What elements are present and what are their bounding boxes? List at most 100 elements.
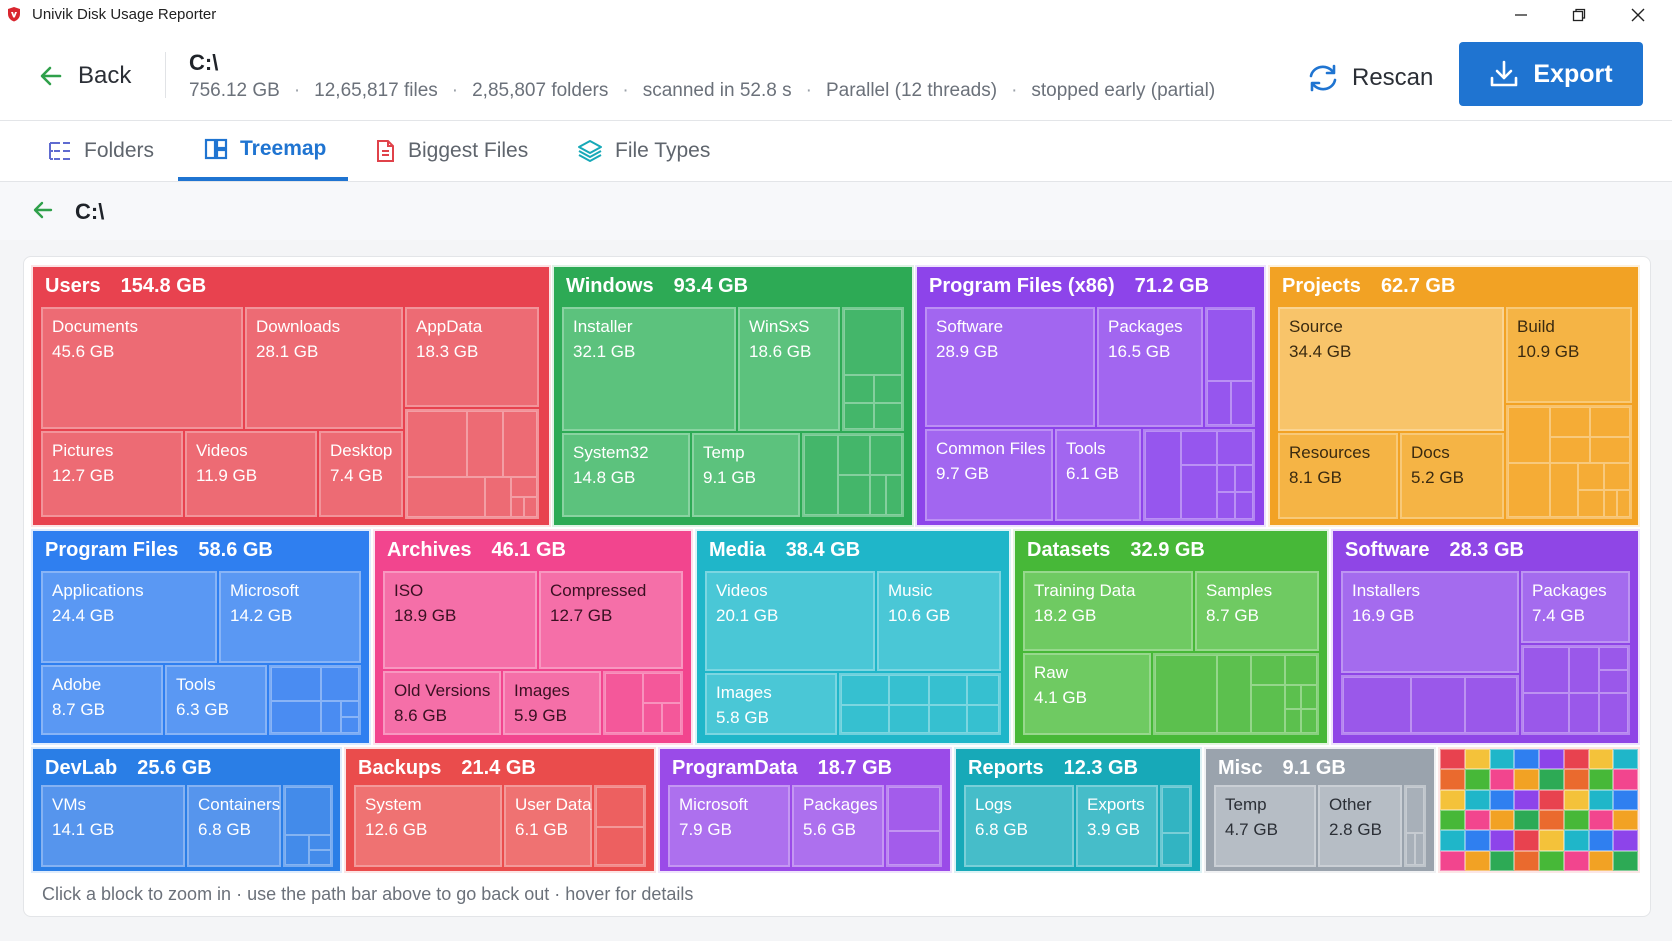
treemap-sub-exports[interactable]: Exports 3.9 GB [1076, 785, 1158, 867]
tab-folders[interactable]: Folders [48, 121, 154, 181]
back-button[interactable]: Back [38, 58, 131, 94]
treemap-sub-other[interactable] [1160, 785, 1192, 867]
treemap-sub-temp[interactable]: Temp 9.1 GB [692, 433, 800, 517]
sub-name: VMs [52, 795, 86, 814]
treemap-sub-other[interactable] [1153, 653, 1319, 735]
rescan-button[interactable]: Rescan [1306, 58, 1433, 98]
sub-size: 18.3 GB [416, 342, 479, 361]
sub-size: 24.4 GB [52, 606, 115, 625]
close-button[interactable] [1615, 0, 1661, 30]
treemap-block-datasets[interactable]: Datasets 32.9 GB Training Data 18.2 GB Sam… [1013, 529, 1329, 745]
treemap-block-projects[interactable]: Projects 62.7 GB Source 34.4 GB Build 10.9 … [1268, 265, 1640, 527]
minimize-button[interactable] [1498, 0, 1544, 30]
treemap-sub-videos[interactable]: Videos 11.9 GB [185, 431, 317, 517]
treemap-sub-music[interactable]: Music 10.6 GB [877, 571, 1001, 671]
treemap-cell [1406, 833, 1415, 865]
treemap-sub-other[interactable] [802, 433, 904, 517]
treemap-sub-system32[interactable]: System32 14.8 GB [562, 433, 690, 517]
arrow-left-icon[interactable] [32, 199, 54, 221]
treemap-block-small-folders[interactable] [1438, 747, 1640, 873]
treemap-sub-raw[interactable]: Raw 4.1 GB [1023, 653, 1151, 735]
restore-button[interactable] [1556, 0, 1602, 30]
treemap-sub-videos[interactable]: Videos 20.1 GB [705, 571, 875, 671]
tab-file-types[interactable]: File Types [577, 121, 710, 181]
treemap-block-windows[interactable]: Windows 93.4 GB Installer 32.1 GB WinSxS 18… [552, 265, 914, 527]
treemap-sub-software[interactable]: Software 28.9 GB [925, 307, 1095, 427]
treemap-sub-applications[interactable]: Applications 24.4 GB [41, 571, 217, 663]
tab-treemap[interactable]: Treemap [178, 121, 348, 181]
treemap-sub-user-data[interactable]: User Data 6.1 GB [504, 785, 592, 867]
treemap-block-software[interactable]: Software 28.3 GB Installers 16.9 GB Packag… [1331, 529, 1640, 745]
treemap-sub-installer[interactable]: Installer 32.1 GB [562, 307, 736, 431]
treemap-block-misc[interactable]: Misc 9.1 GB Temp 4.7 GB Other 2.8 GB [1204, 747, 1436, 873]
treemap-sub-containers[interactable]: Containers 6.8 GB [187, 785, 281, 867]
treemap-sub-other[interactable] [1506, 405, 1632, 519]
treemap-block-users[interactable]: Users 154.8 GB Documents 45.6 GB Downloads… [31, 265, 551, 527]
treemap-sub-other[interactable] [886, 785, 942, 867]
treemap-sub-microsoft[interactable]: Microsoft 7.9 GB [668, 785, 790, 867]
sub-size: 18.6 GB [749, 342, 812, 361]
breadcrumb-path[interactable]: C:\ [75, 199, 105, 224]
treemap-sub-other[interactable] [1205, 307, 1255, 427]
treemap-sub-winsxs[interactable]: WinSxS 18.6 GB [738, 307, 840, 431]
treemap-sub-packages[interactable]: Packages 16.5 GB [1097, 307, 1203, 427]
treemap-sub-tools[interactable]: Tools 6.3 GB [165, 665, 267, 735]
treemap-sub-other[interactable] [283, 785, 333, 867]
treemap-sub-logs[interactable]: Logs 6.8 GB [964, 785, 1074, 867]
treemap-sub-other[interactable] [594, 785, 646, 867]
treemap-cell [1514, 810, 1539, 831]
treemap-block-program-files-x86[interactable]: Program Files (x86) 71.2 GB Software 28.9 … [915, 265, 1266, 527]
treemap-block-program-files[interactable]: Program Files 58.6 GB Applications 24.4 GB… [31, 529, 371, 745]
treemap-sub-tools[interactable]: Tools 6.1 GB [1055, 429, 1141, 521]
treemap-sub-temp[interactable]: Temp 4.7 GB [1214, 785, 1316, 867]
block-size: 71.2 GB [1134, 275, 1210, 297]
treemap-sub-common-files[interactable]: Common Files 9.7 GB [925, 429, 1053, 521]
treemap-sub-other[interactable] [603, 671, 683, 735]
treemap-block-programdata[interactable]: ProgramData 18.7 GB Microsoft 7.9 GB Packa… [658, 747, 952, 873]
treemap-cell [596, 827, 644, 865]
treemap-sub-adobe[interactable]: Adobe 8.7 GB [41, 665, 163, 735]
treemap-sub-downloads[interactable]: Downloads 28.1 GB [245, 307, 403, 429]
treemap-cell [1415, 833, 1424, 865]
treemap-sub-old-versions[interactable]: Old Versions 8.6 GB [383, 671, 501, 735]
treemap-sub-installers[interactable]: Installers 16.9 GB [1341, 571, 1519, 673]
sub-name: Packages [803, 795, 878, 814]
export-button[interactable]: Export [1459, 42, 1643, 106]
treemap-sub-other[interactable] [1341, 675, 1519, 735]
treemap-sub-other[interactable] [1521, 645, 1630, 735]
treemap-sub-other[interactable] [269, 665, 361, 735]
treemap-sub-source[interactable]: Source 34.4 GB [1278, 307, 1504, 431]
treemap-block-reports[interactable]: Reports 12.3 GB Logs 6.8 GB Exports 3.9 GB [954, 747, 1202, 873]
treemap-block-backups[interactable]: Backups 21.4 GB System 12.6 GB User Data 6.… [344, 747, 656, 873]
treemap-sub-packages[interactable]: Packages 5.6 GB [792, 785, 884, 867]
treemap-sub-other[interactable] [839, 673, 1001, 735]
treemap-sub-other[interactable]: Other 2.8 GB [1318, 785, 1402, 867]
treemap-sub-documents[interactable]: Documents 45.6 GB [41, 307, 243, 429]
treemap-sub-other[interactable] [405, 409, 539, 519]
treemap-block-media[interactable]: Media 38.4 GB Videos 20.1 GB Music 10.6 GB … [695, 529, 1011, 745]
treemap-sub-samples[interactable]: Samples 8.7 GB [1195, 571, 1319, 651]
treemap-cell [1613, 810, 1638, 831]
treemap-sub-other[interactable] [1143, 429, 1255, 521]
treemap-sub-images[interactable]: Images 5.8 GB [705, 673, 837, 735]
treemap-sub-packages[interactable]: Packages 7.4 GB [1521, 571, 1630, 643]
treemap-sub-resources[interactable]: Resources 8.1 GB [1278, 433, 1398, 519]
treemap-sub-docs[interactable]: Docs 5.2 GB [1400, 433, 1504, 519]
treemap-sub-appdata[interactable]: AppData 18.3 GB [405, 307, 539, 407]
export-label: Export [1533, 59, 1613, 88]
treemap-sub-other[interactable] [1404, 785, 1426, 867]
treemap-block-devlab[interactable]: DevLab 25.6 GB VMs 14.1 GB Containers 6.8 G… [31, 747, 342, 873]
treemap-block-archives[interactable]: Archives 46.1 GB ISO 18.9 GB Compressed 12.… [373, 529, 693, 745]
tab-biggest-files[interactable]: Biggest Files [374, 121, 528, 181]
treemap-sub-compressed[interactable]: Compressed 12.7 GB [539, 571, 683, 669]
treemap-sub-system[interactable]: System 12.6 GB [354, 785, 502, 867]
treemap-sub-build[interactable]: Build 10.9 GB [1506, 307, 1632, 403]
treemap-sub-training-data[interactable]: Training Data 18.2 GB [1023, 571, 1193, 651]
treemap-sub-microsoft[interactable]: Microsoft 14.2 GB [219, 571, 361, 663]
treemap-sub-images[interactable]: Images 5.9 GB [503, 671, 601, 735]
treemap-sub-other[interactable] [842, 307, 904, 431]
treemap-sub-iso[interactable]: ISO 18.9 GB [383, 571, 537, 669]
treemap-sub-pictures[interactable]: Pictures 12.7 GB [41, 431, 183, 517]
treemap-sub-desktop[interactable]: Desktop 7.4 GB [319, 431, 403, 517]
treemap-sub-vms[interactable]: VMs 14.1 GB [41, 785, 185, 867]
